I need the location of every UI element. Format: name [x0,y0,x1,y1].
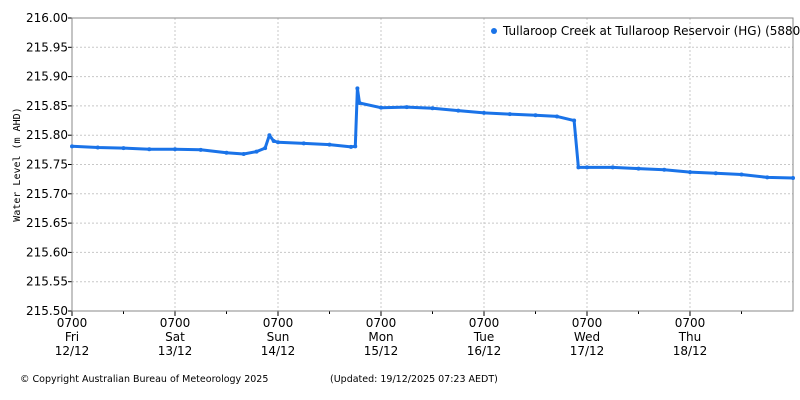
x-tick-label: 0700 [469,316,500,330]
y-tick-label: 215.50 [26,304,68,318]
series-line [71,86,794,180]
x-tick-label: 0700 [57,316,88,330]
data-point [254,149,259,154]
legend: Tullaroop Creek at Tullaroop Reservoir (… [491,24,800,38]
data-point [404,105,409,110]
data-point [353,144,358,149]
y-tick-label: 215.75 [26,158,68,172]
data-point [224,150,229,155]
data-point [327,142,332,147]
data-point [271,139,276,144]
data-point [121,146,126,151]
data-point [610,165,615,170]
y-tick-label: 215.90 [26,70,68,84]
data-point [456,108,461,113]
data-point [70,144,74,149]
data-point [379,105,383,110]
x-tick-label: 0700 [366,316,397,330]
data-point [357,100,362,105]
data-point [636,166,641,171]
data-point [585,165,589,170]
y-tick-label: 215.70 [26,187,68,201]
plot-border [71,17,794,312]
data-point [533,113,538,118]
axes: 215.50 215.55 215.60 215.65 215.70 215.75 215.… [26,11,794,358]
x-tick-label: 13/12 [158,344,193,358]
data-point [688,170,692,175]
legend-marker [491,28,497,34]
x-tick-label: Sun [267,330,290,344]
y-tick-label: 215.95 [26,40,68,54]
y-axis-label: Water Level (m AHD) [12,107,23,221]
data-point [507,112,512,117]
data-point [572,118,577,123]
data-point [95,145,100,150]
y-tick-label: 215.80 [26,128,68,142]
x-tick-label: 18/12 [673,344,708,358]
x-tick-label: 15/12 [364,344,399,358]
data-point [276,140,280,145]
data-point [263,146,268,151]
data-point [482,110,486,115]
data-point [198,147,203,152]
x-tick-label: 17/12 [570,344,605,358]
x-tick-label: Fri [65,330,79,344]
data-point [713,171,718,176]
data-point [554,114,559,119]
data-point [348,144,353,149]
x-tick-label: 14/12 [261,344,296,358]
data-point [301,141,306,146]
data-point [241,151,246,156]
y-tick-label: 216.00 [26,11,68,25]
data-point [765,175,770,180]
y-tick-label: 215.65 [26,216,68,230]
x-tick-label: 0700 [675,316,706,330]
data-point [662,167,667,172]
data-point [173,147,177,152]
x-tick-label: 0700 [160,316,191,330]
x-tick-label: 0700 [263,316,294,330]
data-point [147,147,152,152]
x-tick-label: Sat [165,330,185,344]
data-point [430,106,435,111]
x-tick-label: Wed [574,330,600,344]
y-tick-label: 215.55 [26,275,68,289]
x-tick-label: Mon [368,330,393,344]
x-tick-label: Thu [678,330,702,344]
x-tick-label: Tue [473,330,495,344]
legend-label: Tullaroop Creek at Tullaroop Reservoir (… [502,24,800,38]
data-point [791,175,795,180]
y-tick-label: 215.60 [26,245,68,259]
series [70,86,795,180]
x-tick-label: 16/12 [467,344,502,358]
data-point [355,86,360,91]
grid [71,17,793,312]
copyright-notice: © Copyright Australian Bureau of Meteoro… [20,374,269,385]
x-tick-label: 0700 [572,316,603,330]
x-tick-label: 12/12 [55,344,90,358]
data-point [267,133,272,138]
data-point [739,172,744,177]
updated-timestamp: (Updated: 19/12/2025 07:23 AEDT) [330,374,498,385]
y-tick-label: 215.85 [26,99,68,113]
data-point [576,165,581,170]
